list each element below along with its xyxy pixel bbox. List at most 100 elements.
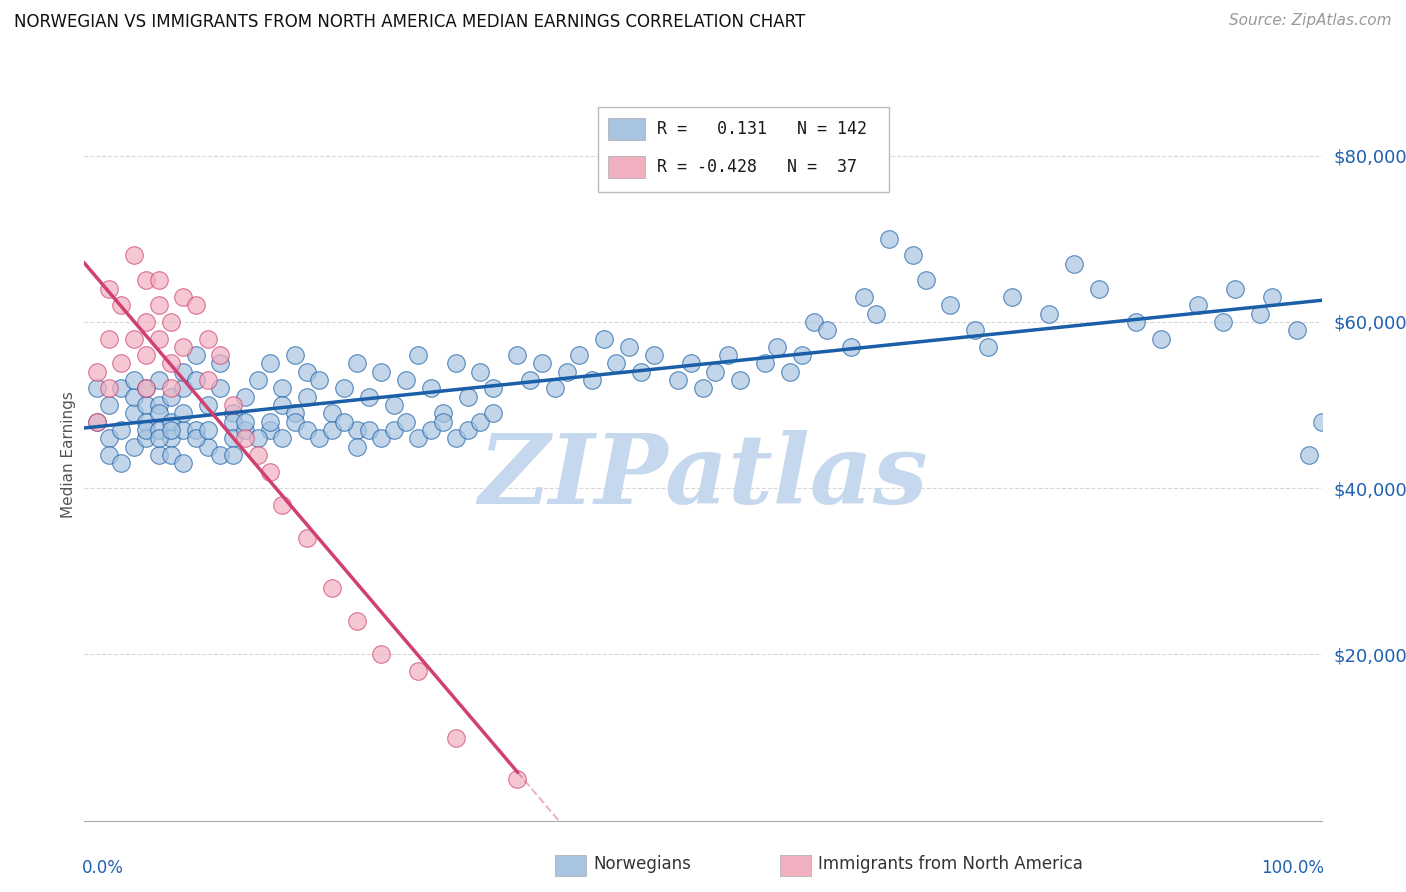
Point	[976, 340, 998, 354]
Point	[259, 423, 281, 437]
Point	[246, 373, 269, 387]
Point	[172, 456, 194, 470]
Point	[148, 298, 170, 312]
Point	[815, 323, 838, 337]
Text: Immigrants from North America: Immigrants from North America	[818, 855, 1083, 873]
Point	[1001, 290, 1024, 304]
Point	[209, 448, 232, 462]
Point	[160, 423, 183, 437]
Point	[531, 356, 554, 371]
FancyBboxPatch shape	[607, 156, 645, 178]
Point	[444, 731, 467, 745]
Point	[246, 448, 269, 462]
Point	[555, 365, 578, 379]
Point	[321, 423, 343, 437]
Point	[110, 456, 132, 470]
Text: 0.0%: 0.0%	[82, 859, 124, 877]
Point	[519, 373, 541, 387]
Point	[295, 390, 318, 404]
Point	[184, 373, 207, 387]
Point	[1063, 257, 1085, 271]
Point	[457, 423, 479, 437]
Point	[903, 248, 925, 262]
Point	[692, 381, 714, 395]
Point	[135, 348, 157, 362]
Point	[135, 381, 157, 395]
Point	[98, 448, 121, 462]
Point	[370, 365, 392, 379]
Point	[617, 340, 640, 354]
Point	[1249, 307, 1271, 321]
Point	[470, 415, 492, 429]
Point	[643, 348, 665, 362]
Point	[877, 232, 900, 246]
Point	[172, 365, 194, 379]
Point	[395, 373, 418, 387]
Point	[295, 423, 318, 437]
Point	[184, 431, 207, 445]
Point	[704, 365, 727, 379]
Point	[122, 440, 145, 454]
FancyBboxPatch shape	[598, 108, 889, 192]
Point	[1212, 315, 1234, 329]
Point	[135, 398, 157, 412]
Point	[865, 307, 887, 321]
Point	[122, 332, 145, 346]
Point	[135, 423, 157, 437]
Point	[122, 248, 145, 262]
Point	[148, 373, 170, 387]
Point	[717, 348, 740, 362]
Point	[803, 315, 825, 329]
Point	[419, 381, 441, 395]
Point	[432, 415, 454, 429]
Point	[346, 423, 368, 437]
Point	[122, 406, 145, 420]
Point	[222, 406, 245, 420]
Point	[122, 373, 145, 387]
Point	[184, 423, 207, 437]
Point	[284, 406, 307, 420]
Point	[666, 373, 689, 387]
Point	[408, 348, 430, 362]
Point	[481, 406, 503, 420]
Point	[284, 348, 307, 362]
Point	[581, 373, 603, 387]
Point	[197, 423, 219, 437]
Point	[470, 365, 492, 379]
Point	[939, 298, 962, 312]
Point	[408, 664, 430, 678]
Point	[209, 356, 232, 371]
Point	[222, 415, 245, 429]
Point	[965, 323, 987, 337]
Point	[135, 431, 157, 445]
Point	[766, 340, 789, 354]
Point	[110, 381, 132, 395]
Point	[222, 398, 245, 412]
Point	[98, 282, 121, 296]
Point	[1187, 298, 1209, 312]
Point	[370, 648, 392, 662]
Point	[160, 381, 183, 395]
Point	[197, 332, 219, 346]
Point	[295, 365, 318, 379]
Text: ZIPatlas: ZIPatlas	[478, 430, 928, 524]
Point	[444, 356, 467, 371]
Point	[110, 423, 132, 437]
Point	[1298, 448, 1320, 462]
Point	[321, 581, 343, 595]
Point	[197, 440, 219, 454]
Point	[172, 406, 194, 420]
Point	[172, 290, 194, 304]
Point	[1261, 290, 1284, 304]
Point	[160, 431, 183, 445]
Point	[86, 365, 108, 379]
Point	[160, 415, 183, 429]
Point	[346, 440, 368, 454]
Point	[593, 332, 616, 346]
Point	[271, 498, 294, 512]
Point	[370, 431, 392, 445]
Point	[382, 423, 405, 437]
Point	[135, 315, 157, 329]
Point	[914, 273, 936, 287]
Point	[295, 531, 318, 545]
